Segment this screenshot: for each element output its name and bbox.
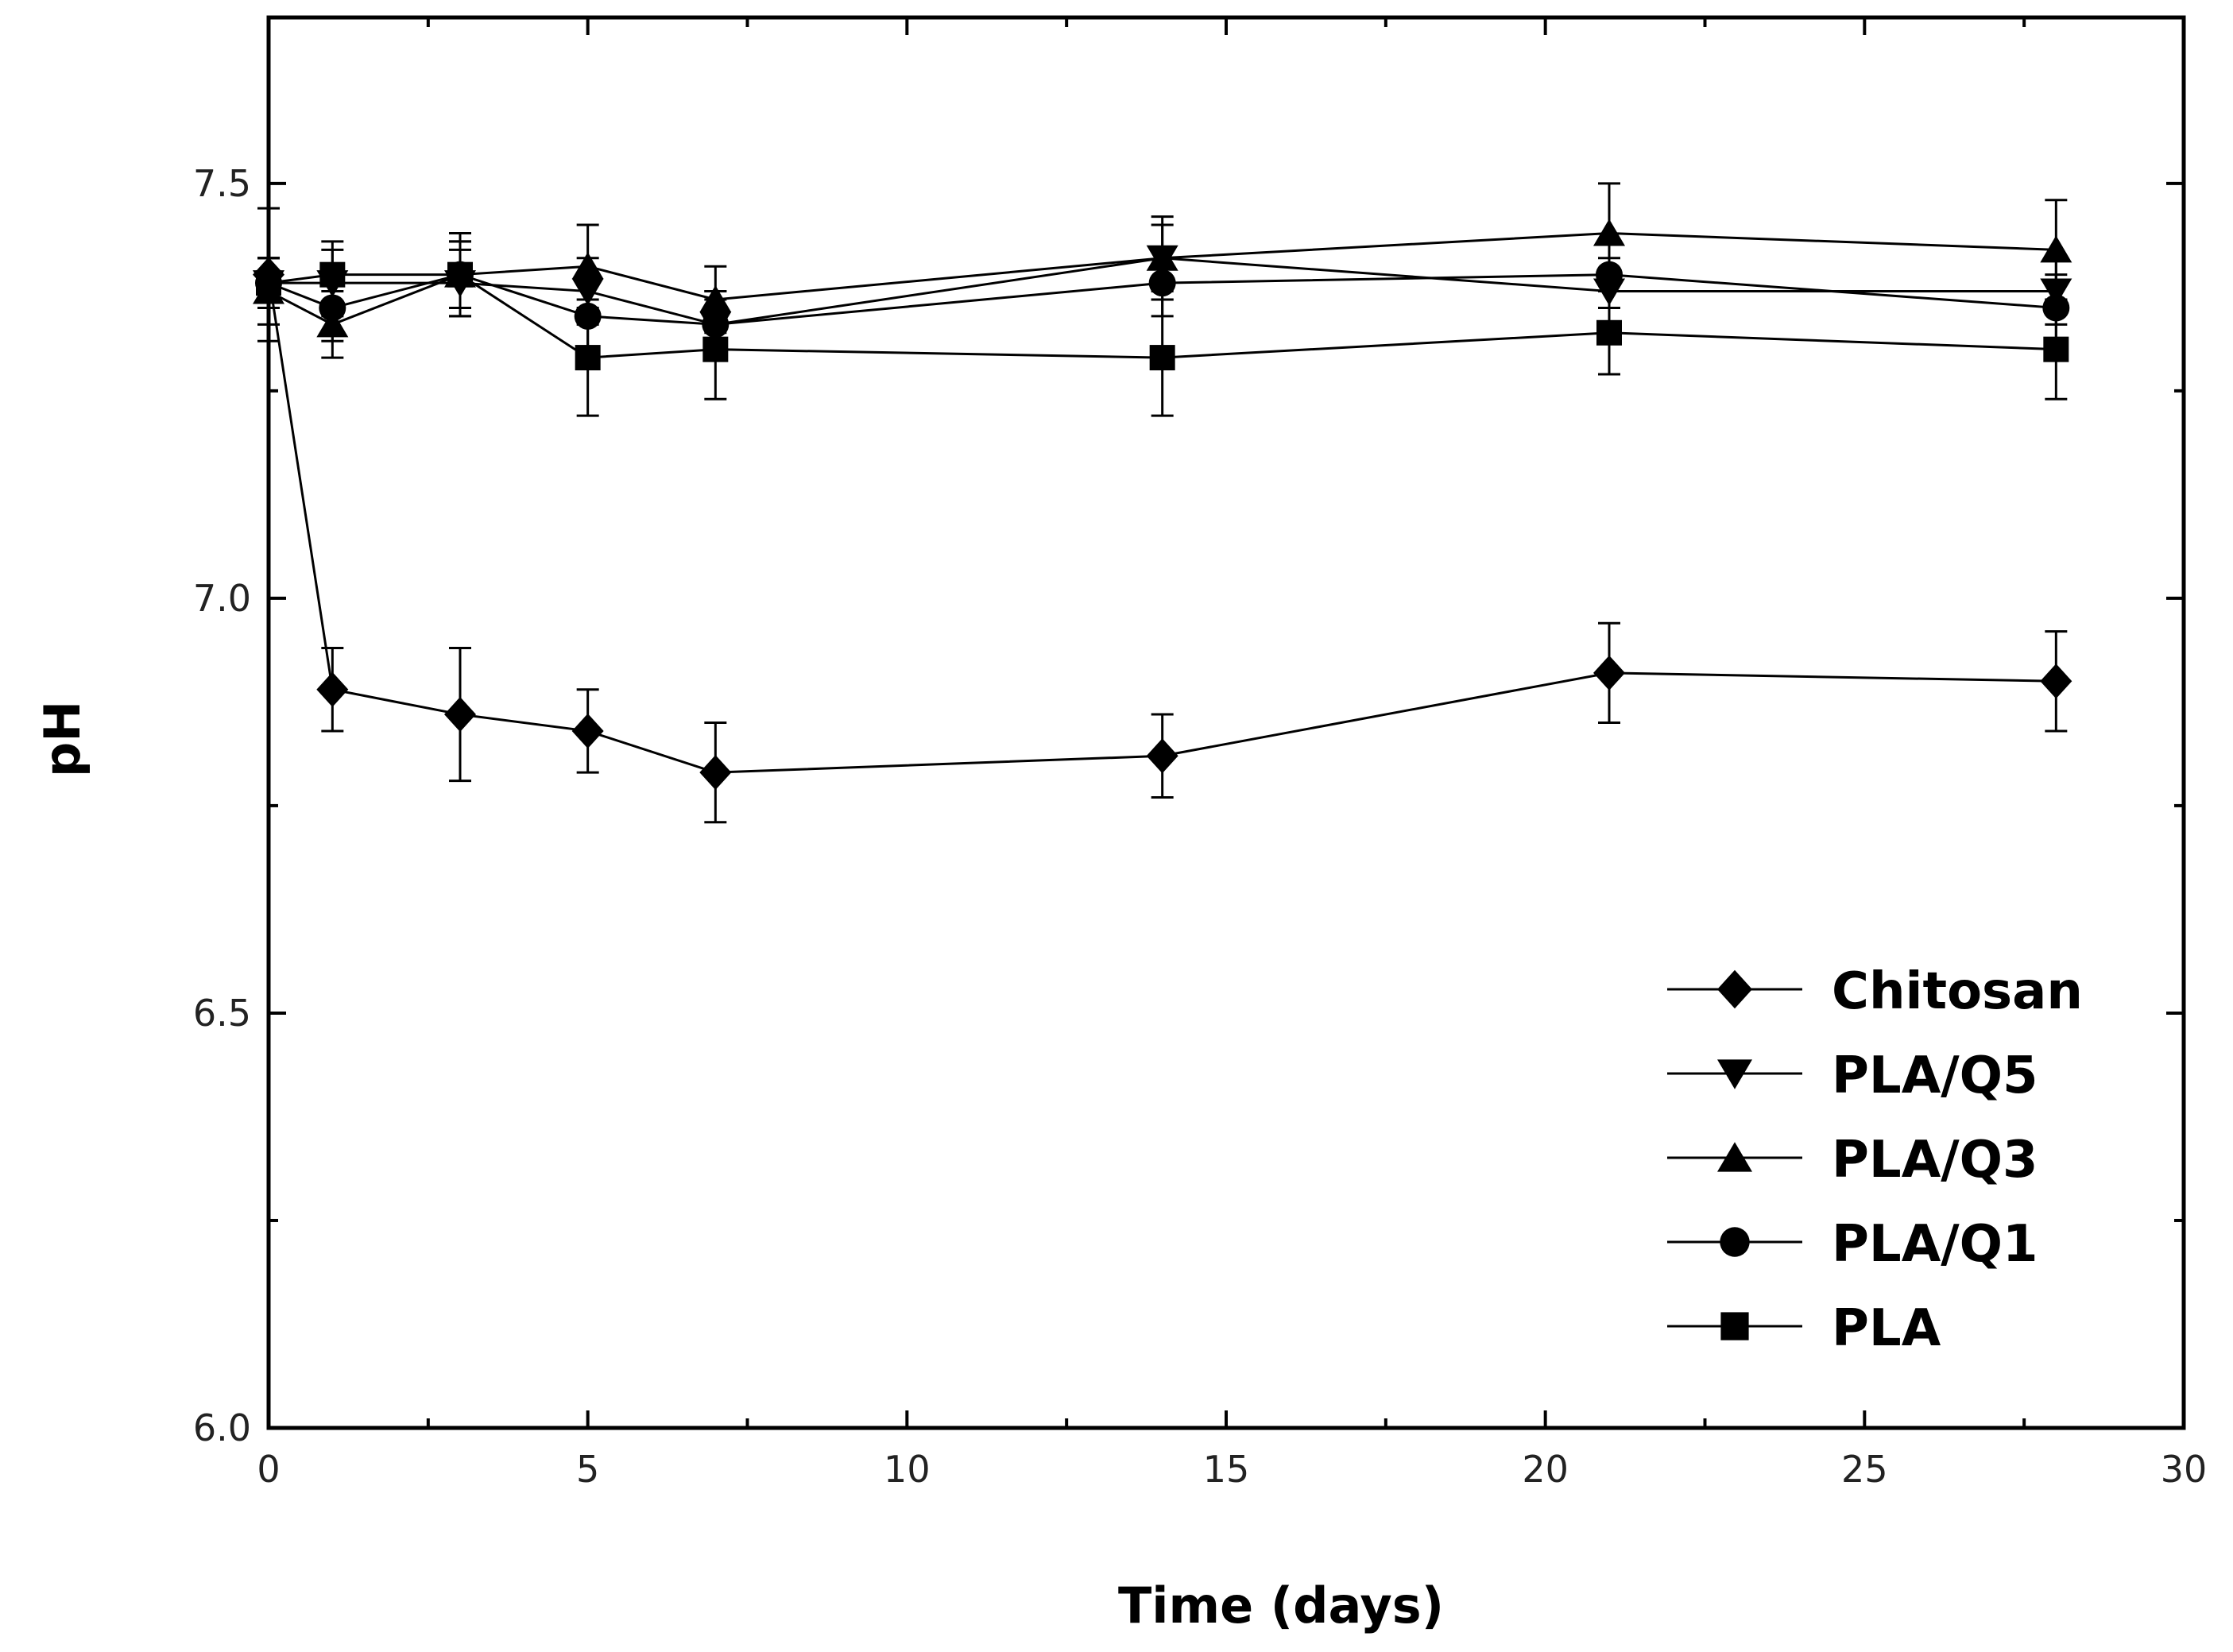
x-tick-label: 30 [2161, 1448, 2208, 1491]
legend-label: PLA/Q3 [1832, 1131, 2038, 1190]
x-tick-label: 20 [1522, 1448, 1569, 1491]
series-line [268, 231, 2057, 326]
series-line [268, 273, 2057, 359]
x-tick-label: 15 [1203, 1448, 1250, 1491]
legend-item: Chitosan [1667, 962, 2083, 1021]
legend-marker [1717, 969, 1752, 1009]
data-point [702, 336, 729, 362]
data-point [575, 345, 601, 371]
data-point [2043, 336, 2069, 362]
data-point [1149, 345, 1175, 371]
y-axis-title: pH [33, 701, 91, 777]
x-tick-label: 25 [1841, 1448, 1888, 1491]
x-tick-label: 0 [257, 1448, 280, 1491]
axes-layer: 0 5 10 15 20 25 30 6.0 6.5 7.0 7.5 [193, 17, 2207, 1491]
y-tick-label: 7.5 [193, 162, 251, 205]
x-axis-title: Time (days) [1118, 1577, 1444, 1635]
data-point [571, 252, 604, 280]
legend-marker [1720, 1312, 1749, 1341]
x-tick-label: 5 [576, 1448, 599, 1491]
data-point [319, 261, 346, 288]
legend-item: PLA/Q5 [1667, 1047, 2038, 1105]
series-line [267, 274, 2057, 774]
legend-item: PLA/Q3 [1667, 1131, 2038, 1190]
legend-item: PLA/Q1 [1667, 1215, 2038, 1274]
series-line [268, 273, 2057, 326]
data-point [699, 755, 732, 791]
legend-item: PLA [1667, 1299, 1941, 1358]
legend-marker [1717, 1142, 1752, 1172]
legend-label: PLA/Q1 [1832, 1215, 2038, 1274]
y-tick-label: 6.5 [193, 992, 251, 1035]
data-point [1146, 738, 1178, 774]
legend-label: PLA/Q5 [1832, 1047, 2038, 1105]
data-point [1593, 655, 1625, 691]
x-tick-label: 10 [884, 1448, 931, 1491]
data-point [1596, 261, 1623, 288]
data-point [1148, 269, 1176, 297]
data-point [316, 671, 349, 707]
data-point [1596, 319, 1622, 346]
legend: Chitosan PLA/Q5 PLA/Q3 PLA/Q1 PLA [1667, 962, 2083, 1358]
series-line [269, 257, 2057, 326]
legend-marker [1720, 1227, 1750, 1257]
data-point [2040, 235, 2072, 263]
data-point [444, 697, 476, 733]
legend-marker [1717, 1059, 1752, 1089]
data-point [1593, 219, 1625, 246]
data-point [571, 713, 604, 749]
data-point [2040, 664, 2072, 699]
y-tick-label: 6.0 [193, 1406, 251, 1449]
legend-label: PLA [1832, 1299, 1941, 1358]
data-point [447, 261, 473, 288]
y-tick-label: 7.0 [193, 577, 251, 620]
legend-label: Chitosan [1832, 962, 2083, 1021]
